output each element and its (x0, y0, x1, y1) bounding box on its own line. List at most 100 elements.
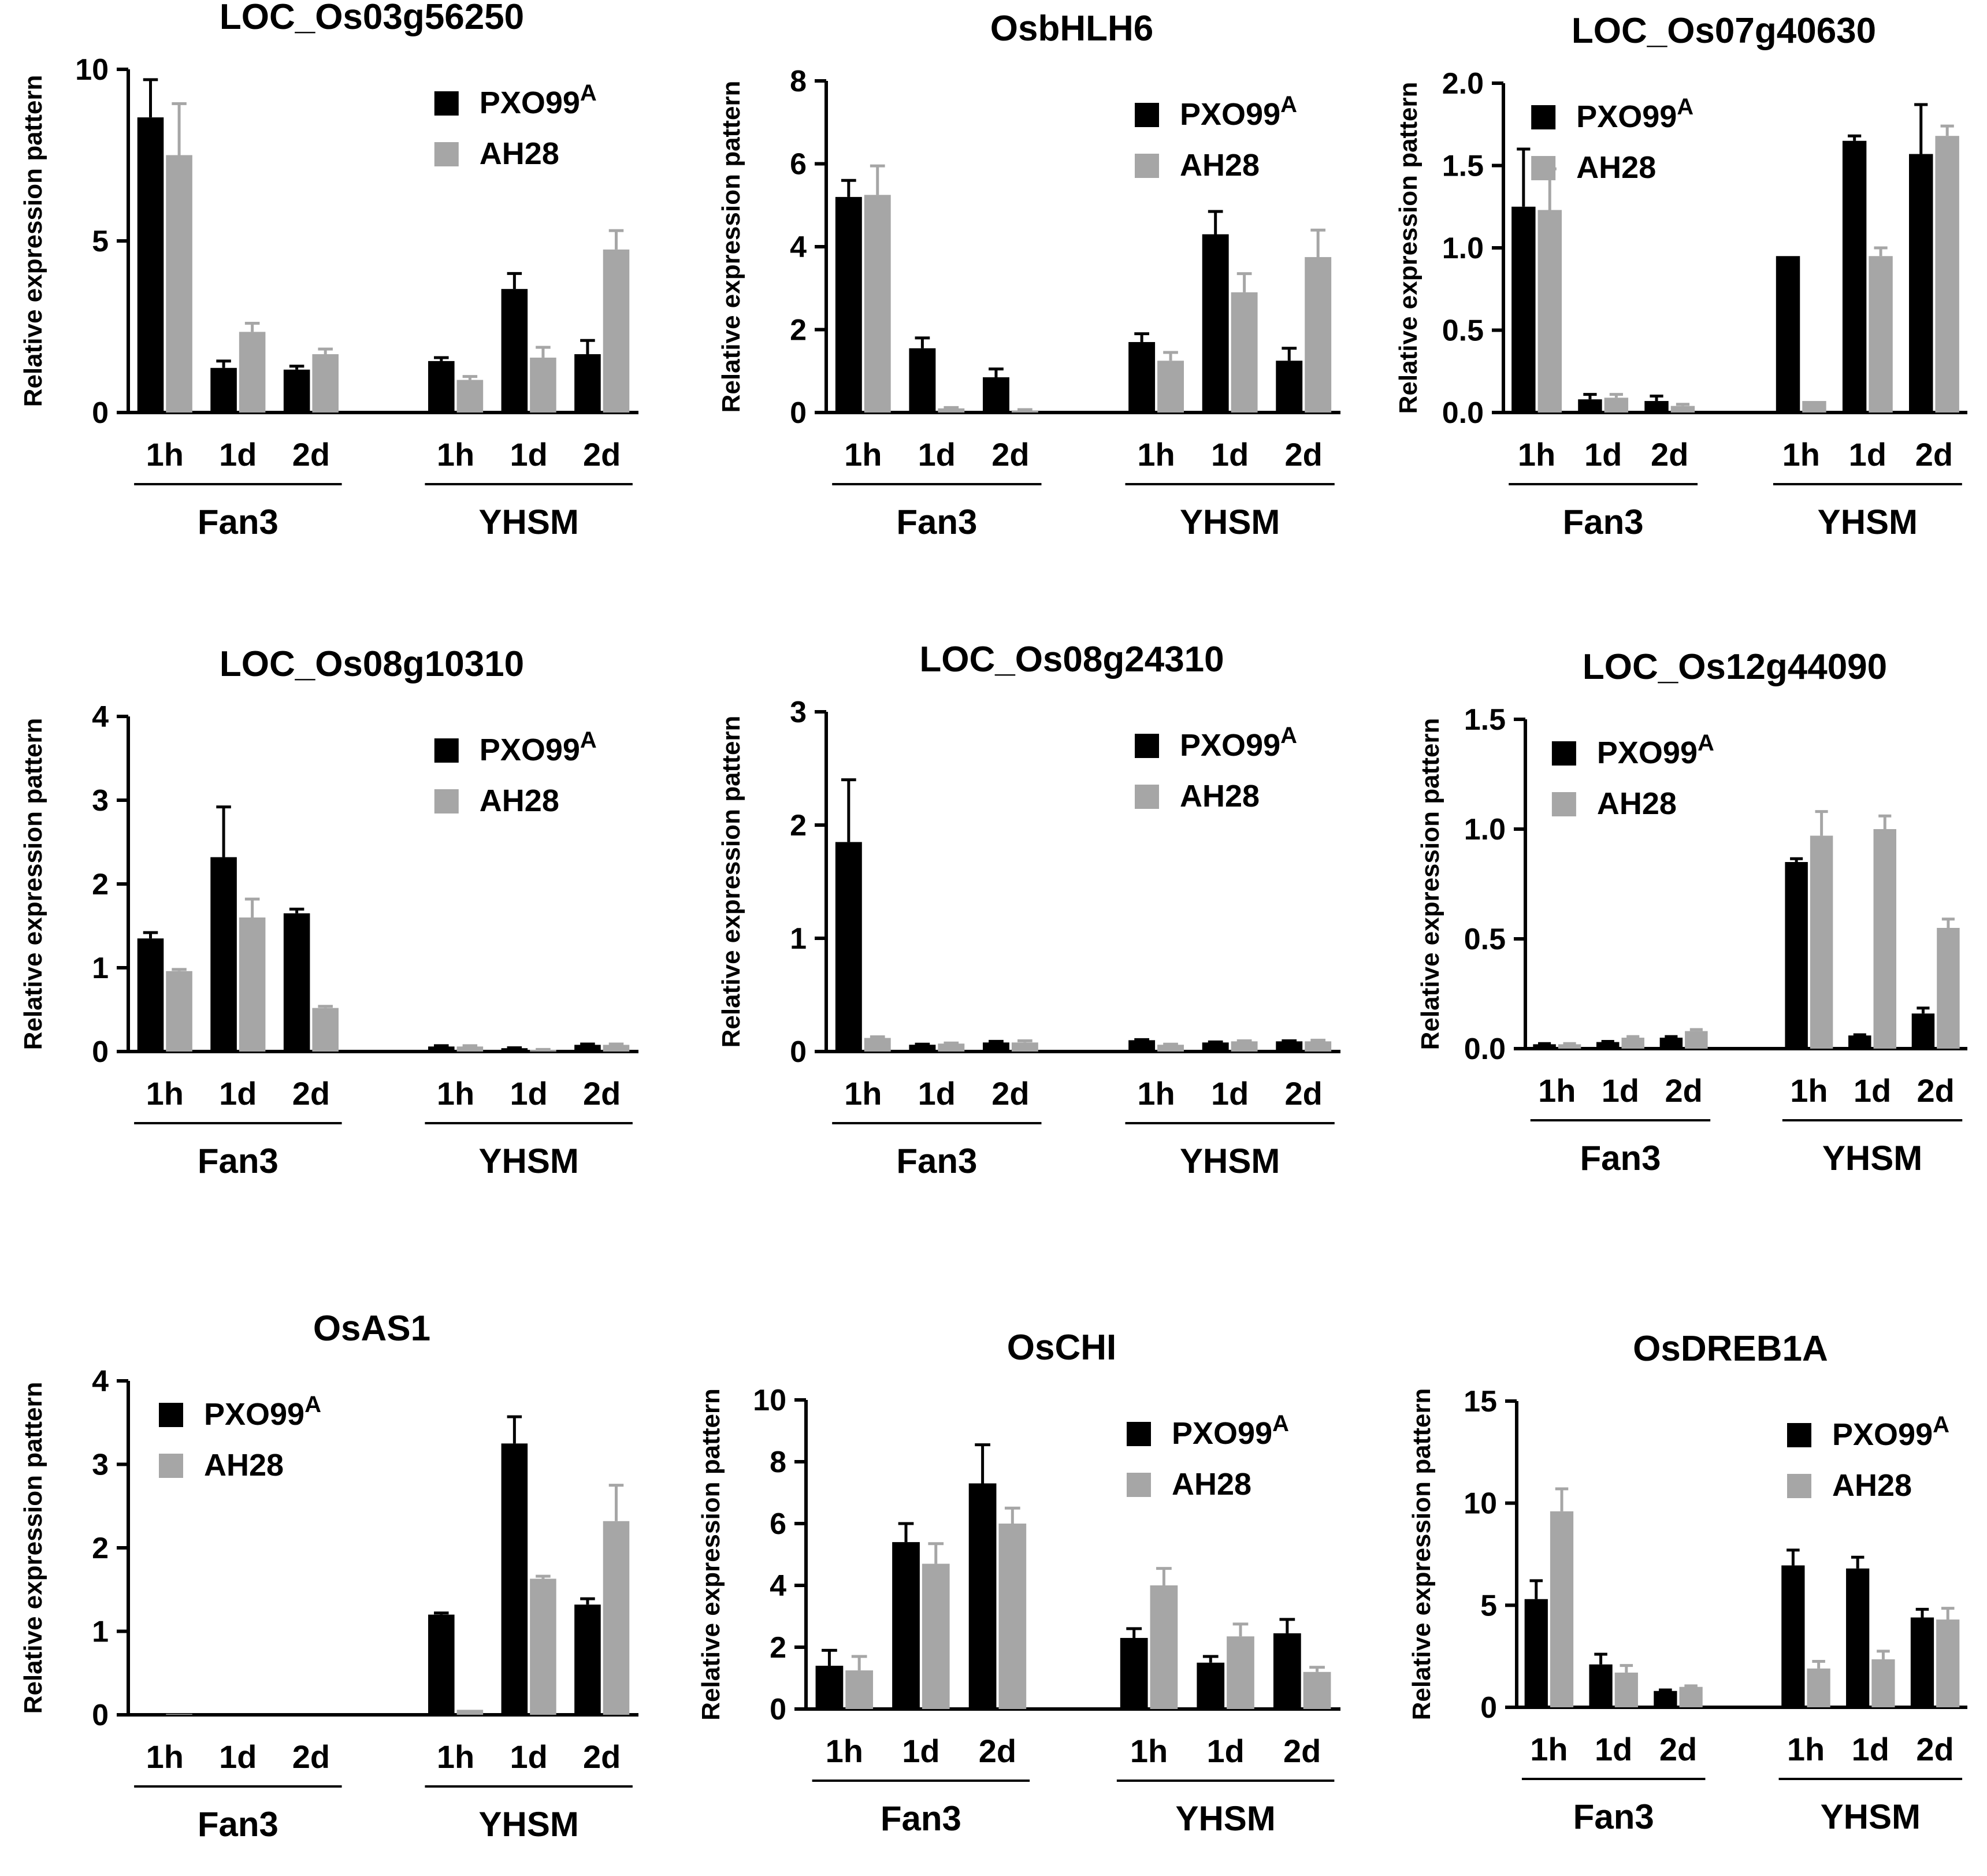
bar-ah28 (1550, 1511, 1574, 1707)
legend-label-superscript: A (1280, 92, 1297, 117)
bar-ah28 (239, 332, 266, 413)
y-tick-label: 2 (790, 809, 807, 842)
y-axis-label: Relative expression pattern (19, 718, 47, 1050)
bar-ah28 (166, 1714, 192, 1715)
chart-panel-9: OsDREB1A Relative expression pattern 0 5 10 1… (1407, 1329, 1967, 1836)
group-label-yhsm: YHSM (478, 1805, 578, 1844)
bar-ah28 (456, 1710, 484, 1715)
bar-pxo99a (574, 1045, 601, 1052)
bar-pxo99a (1276, 1041, 1303, 1052)
bar-ah28 (239, 917, 266, 1052)
x-tick-label: 1h (146, 436, 184, 473)
group-label-fan3: Fan3 (198, 503, 278, 541)
legend-swatch-ah28 (1135, 785, 1159, 809)
group-label-yhsm: YHSM (1180, 503, 1280, 541)
legend: PXO99A AH28 (1787, 1412, 1949, 1503)
legend-label-pxo99a: PXO99A (204, 1392, 321, 1432)
legend-label-superscript: A (580, 80, 597, 106)
bar-pxo99a (137, 117, 164, 413)
bar-pxo99a (1644, 401, 1669, 413)
bar-pxo99a (1578, 399, 1602, 413)
x-tick-label: 1h (437, 1738, 474, 1775)
bar-pxo99a (283, 369, 310, 413)
group-label-fan3: Fan3 (198, 1142, 278, 1180)
chart-panel-8: OsCHI Relative expression pattern 0 2 4 6 8 10 1… (697, 1328, 1340, 1838)
legend-swatch-pxo99a (1135, 734, 1159, 758)
bar-ah28 (1011, 410, 1038, 413)
bar-ah28 (1937, 928, 1960, 1049)
legend: PXO99A AH28 (434, 727, 597, 818)
legend-label-ah28: AH28 (204, 1448, 284, 1483)
bar-pxo99a (1910, 1617, 1934, 1707)
y-tick-label: 10 (1464, 1487, 1497, 1521)
y-tick-label: 1 (92, 952, 109, 985)
x-tick-label: 2d (292, 1075, 330, 1112)
bar-pxo99a (1659, 1038, 1683, 1049)
x-tick-label: 2d (1916, 1731, 1953, 1767)
legend-swatch-ah28 (1531, 156, 1556, 180)
bar-ah28 (1231, 1041, 1258, 1052)
y-axis-label: Relative expression pattern (1407, 1388, 1436, 1721)
legend-label-ah28: AH28 (1597, 786, 1677, 821)
bar-ah28 (1227, 1636, 1254, 1709)
chart-title: OsbHLH6 (990, 9, 1153, 49)
x-tick-label: 1d (1852, 1731, 1889, 1767)
y-axis-label: Relative expression pattern (19, 1382, 47, 1714)
y-axis-label: Relative expression pattern (717, 81, 745, 413)
legend-label-superscript: A (1677, 94, 1693, 120)
bar-pxo99a (501, 1048, 528, 1052)
y-tick-label: 0 (790, 1035, 807, 1069)
x-tick-label: 2d (991, 1075, 1029, 1112)
bar-ah28 (938, 408, 965, 413)
chart-title: OsDREB1A (1633, 1329, 1828, 1369)
bar-ah28 (603, 1521, 630, 1715)
bar-ah28 (1935, 136, 1959, 413)
legend-label-pxo99a: PXO99A (1597, 730, 1714, 770)
bar-pxo99a (1846, 1568, 1870, 1707)
bar-pxo99a (1842, 140, 1867, 413)
bar-pxo99a (283, 913, 310, 1052)
x-tick-label: 2d (979, 1733, 1016, 1769)
y-tick-label: 0.5 (1442, 314, 1484, 348)
legend-label-ah28: AH28 (480, 136, 559, 171)
y-tick-label: 6 (790, 148, 807, 181)
bar-pxo99a (137, 938, 164, 1052)
bar-pxo99a (501, 1443, 528, 1715)
x-tick-label: 1d (1849, 436, 1886, 473)
legend-swatch-pxo99a (434, 91, 459, 116)
bar-ah28 (1685, 1031, 1708, 1049)
group-label-fan3: Fan3 (1573, 1797, 1654, 1836)
x-tick-label: 1d (219, 1738, 257, 1775)
bar-pxo99a (1781, 1565, 1805, 1707)
x-tick-label: 1h (437, 436, 474, 473)
legend: PXO99A AH28 (1135, 723, 1297, 813)
group-label-yhsm: YHSM (1818, 503, 1918, 541)
x-tick-label: 2d (583, 1075, 621, 1112)
legend-swatch-pxo99a (1127, 1422, 1151, 1446)
chart-panel-5: LOC_Os08g24310 Relative expression patter… (717, 640, 1340, 1180)
legend-label-ah28: AH28 (480, 783, 559, 818)
x-tick-label: 2d (1915, 436, 1953, 473)
legend-swatch-ah28 (434, 142, 459, 166)
legend-swatch-pxo99a (1135, 103, 1159, 127)
bar-pxo99a (210, 857, 237, 1052)
bar-ah28 (166, 971, 192, 1052)
legend-swatch-ah28 (1135, 154, 1159, 178)
y-tick-label: 4 (770, 1569, 786, 1603)
y-tick-label: 0 (92, 396, 109, 430)
legend-label-ah28: AH28 (1832, 1468, 1912, 1503)
y-tick-label: 5 (92, 225, 109, 258)
group-label-yhsm: YHSM (1175, 1799, 1275, 1838)
legend-label-pxo99a: PXO99A (1576, 94, 1693, 134)
legend-swatch-pxo99a (1787, 1423, 1811, 1447)
bar-ah28 (1303, 1671, 1331, 1709)
bar-ah28 (456, 380, 484, 413)
chart-panel-1: LOC_Os03g56250 Relative expression patter… (19, 0, 638, 541)
x-tick-label: 2d (1285, 436, 1323, 473)
bar-ah28 (1537, 210, 1562, 413)
x-tick-label: 1d (902, 1733, 939, 1769)
group-label-fan3: Fan3 (1580, 1139, 1661, 1177)
x-tick-label: 1h (1518, 436, 1555, 473)
x-tick-label: 1h (844, 436, 882, 473)
x-tick-label: 1h (437, 1075, 474, 1112)
